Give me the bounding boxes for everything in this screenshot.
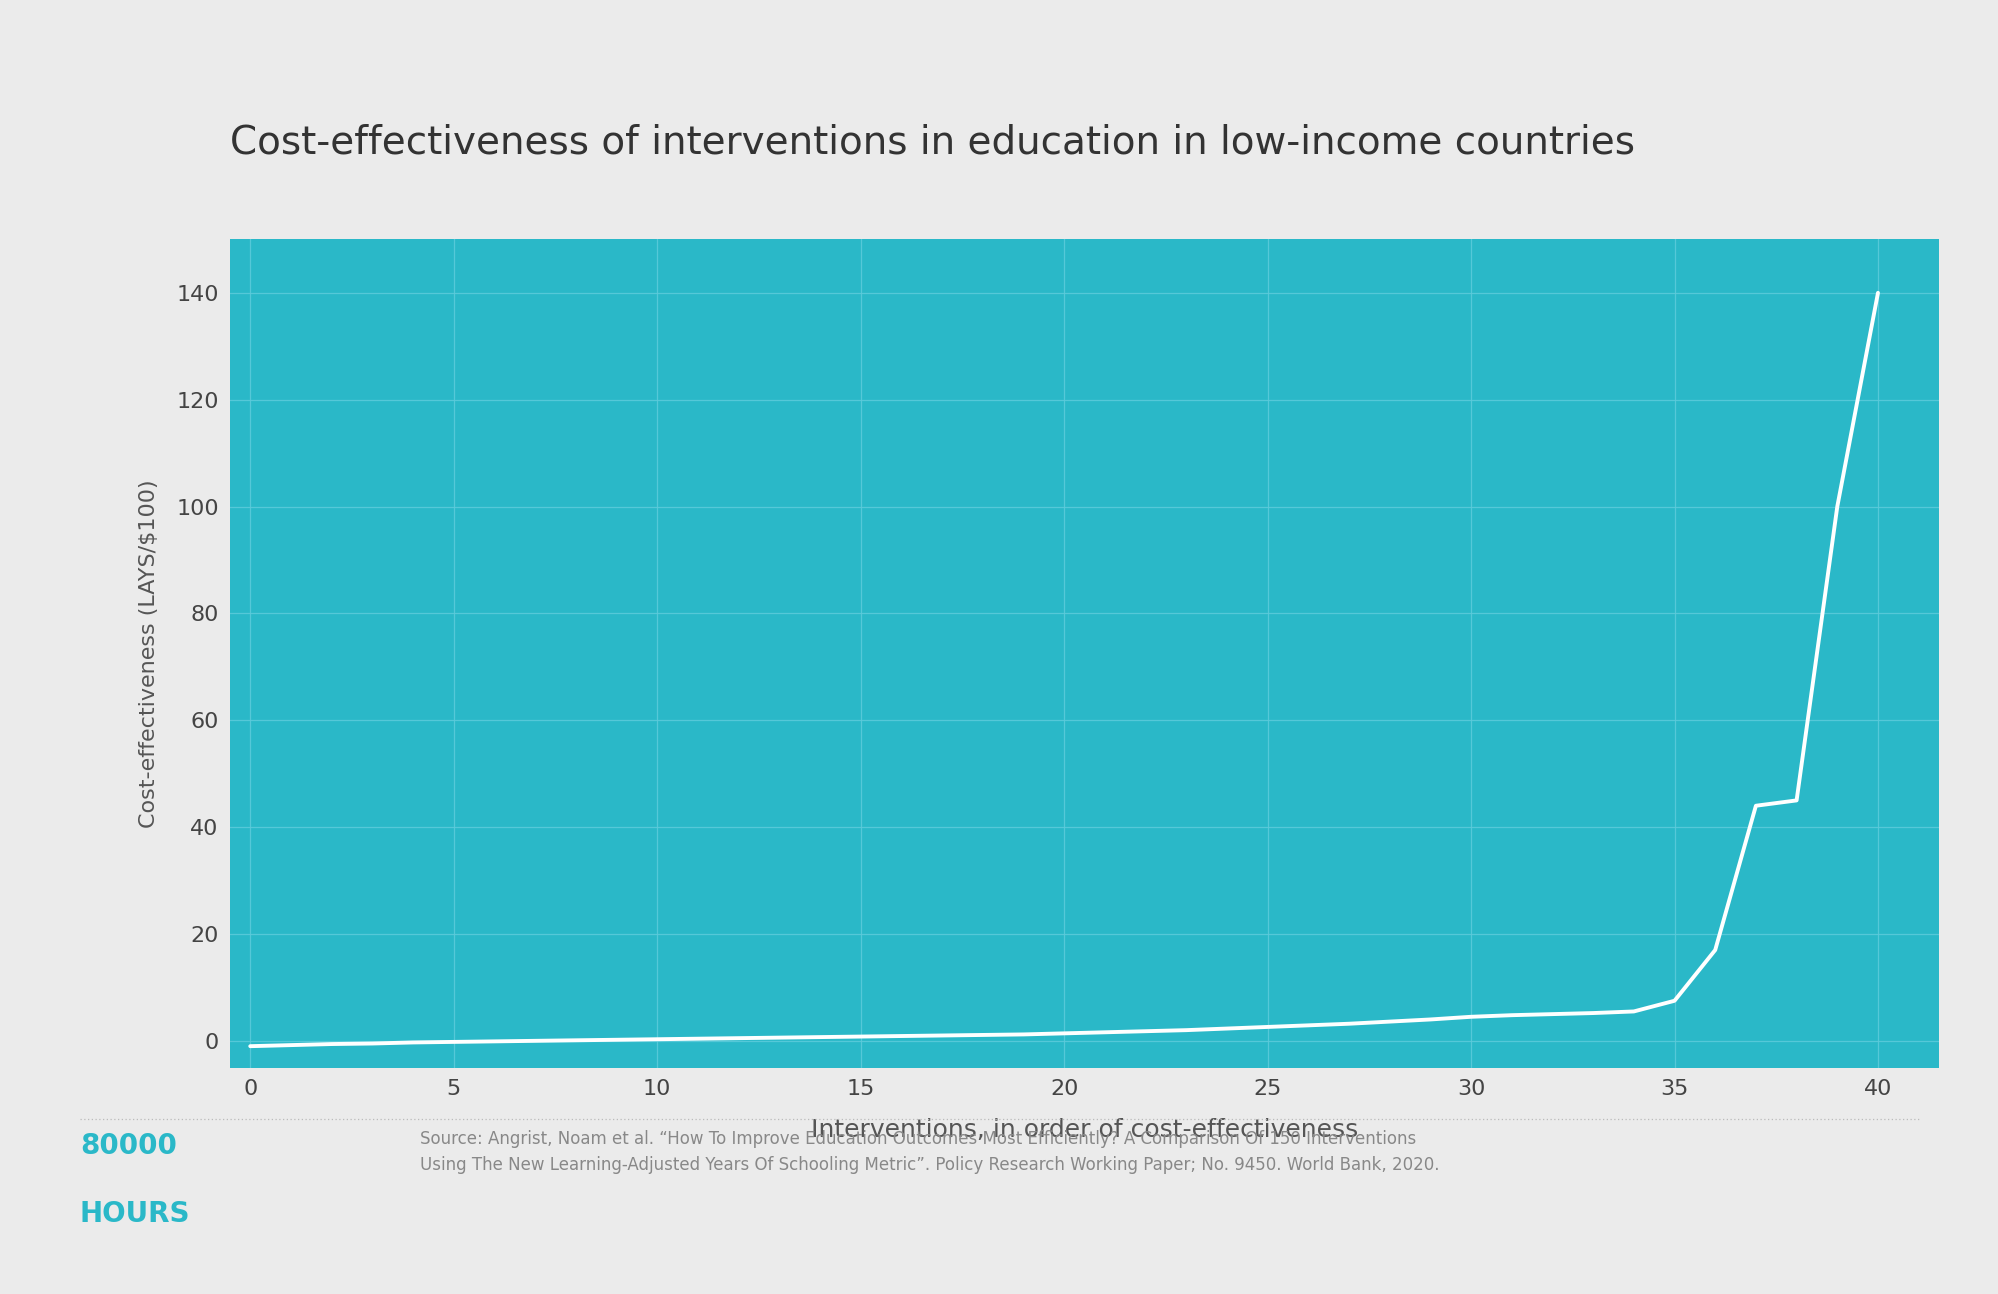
Text: 80000: 80000 <box>80 1132 176 1161</box>
Text: HOURS: HOURS <box>80 1200 190 1228</box>
Text: Source: Angrist, Noam et al. “How To Improve Education Outcomes Most Efficiently: Source: Angrist, Noam et al. “How To Imp… <box>420 1130 1439 1174</box>
Text: Cost-effectiveness of interventions in education in low-income countries: Cost-effectiveness of interventions in e… <box>230 124 1634 162</box>
Y-axis label: Cost-effectiveness (LAYS/$100): Cost-effectiveness (LAYS/$100) <box>140 479 160 828</box>
X-axis label: Interventions, in order of cost-effectiveness: Interventions, in order of cost-effectiv… <box>811 1118 1357 1143</box>
